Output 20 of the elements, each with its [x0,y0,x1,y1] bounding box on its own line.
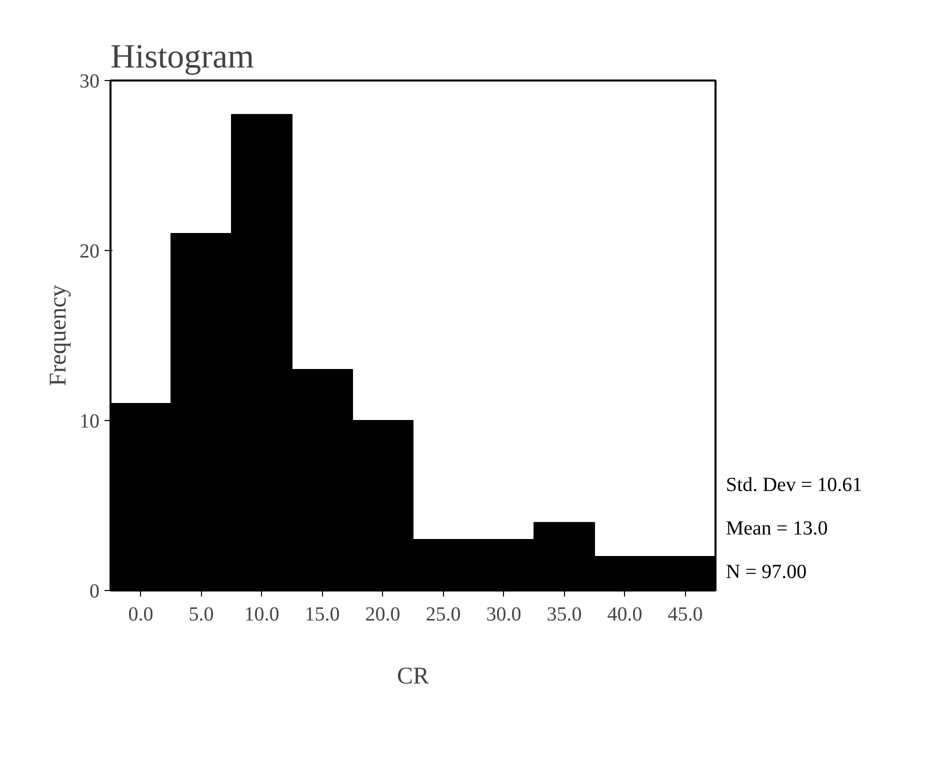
text: Mean = 13.0 [726,518,828,540]
x-tick-label: 10.0 [244,604,280,626]
x-tick-label: 15.0 [304,604,340,626]
chart-title: Histogram [110,38,254,76]
y-tick-label: 10 [80,410,100,432]
x-tick-label: 25.0 [426,604,461,626]
y-tick-label: 30 [80,70,100,92]
x-tick-label: 45.0 [668,604,703,626]
y-tick-label: 20 [80,240,100,262]
x-axis-title: CR [396,664,430,690]
x-tick-label: 0.0 [128,604,154,626]
x-tick-label: 20.0 [365,604,400,626]
x-tick-label: 30.0 [486,604,522,626]
text: N = 97.00 [726,560,807,583]
x-tick-label: 35.0 [546,604,582,626]
x-tick-label: 40.0 [607,604,642,626]
y-axis-title: Frequency [46,284,72,386]
x-tick-label: 5.0 [188,604,214,626]
text: Std. Dev = 10.61 [726,474,862,496]
y-tick-label: 0 [90,580,100,602]
